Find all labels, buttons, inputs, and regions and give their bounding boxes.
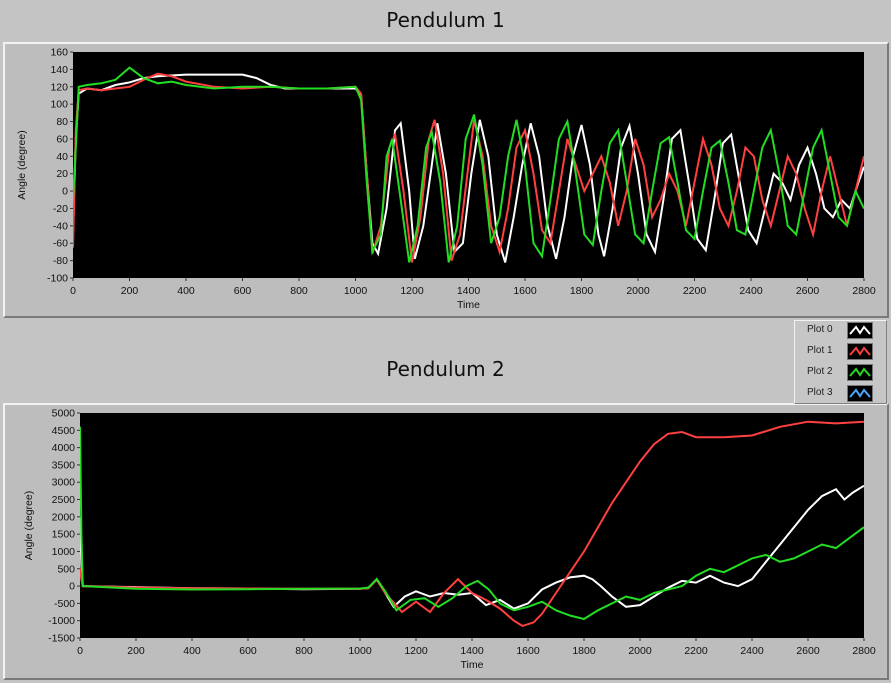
x-tick-label: 2600 bbox=[796, 285, 820, 297]
x-tick-label: 800 bbox=[290, 285, 308, 297]
chart-2-plot: -1500-1000-50005001000150020002500300035… bbox=[23, 408, 876, 672]
series-line-plot-2 bbox=[80, 426, 864, 621]
x-tick-label: 2400 bbox=[740, 645, 764, 657]
y-tick-label: 0 bbox=[69, 581, 75, 593]
y-tick-label: -500 bbox=[54, 598, 75, 610]
chart-1-panel: -100 -80 -60 -40 -20 0 20 40 60 80 100 120 140 160 0 20… bbox=[3, 42, 889, 318]
x-tick-label: 2800 bbox=[852, 645, 876, 657]
x-tick-label: 600 bbox=[239, 645, 257, 657]
x-tick-label: 1400 bbox=[460, 645, 484, 657]
y-tick-label: 3500 bbox=[52, 459, 76, 471]
x-tick-label: 1800 bbox=[570, 285, 594, 297]
x-tick-label: 1200 bbox=[404, 645, 428, 657]
y-tick-label: 2500 bbox=[52, 494, 76, 506]
x-tick-label: 1000 bbox=[344, 285, 368, 297]
x-axis-label: Time bbox=[461, 659, 484, 671]
y-tick-label: 2000 bbox=[52, 511, 76, 523]
legend-swatch-icon bbox=[847, 343, 873, 360]
legend-swatch-icon bbox=[847, 322, 873, 339]
y-tick-label: 5000 bbox=[52, 408, 76, 420]
y-tick-label: 1500 bbox=[52, 529, 76, 541]
y-tick-label: -1000 bbox=[48, 615, 75, 627]
legend-item-plot-1[interactable]: Plot 1 bbox=[795, 342, 888, 362]
x-tick-label: 400 bbox=[177, 285, 195, 297]
y-axis-label: Angle (degree) bbox=[16, 130, 28, 199]
y-tick-label: 3000 bbox=[52, 477, 76, 489]
x-tick-label: 200 bbox=[121, 285, 139, 297]
y-axis-label: Angle (degree) bbox=[23, 491, 35, 560]
legend-swatch-icon bbox=[847, 364, 873, 381]
x-tick-label: 0 bbox=[70, 285, 76, 297]
y-tick-label: 60 bbox=[56, 133, 68, 145]
y-tick-label: 20 bbox=[56, 168, 68, 180]
x-tick-label: 2000 bbox=[628, 645, 652, 657]
y-tick-label: -100 bbox=[47, 273, 68, 285]
legend-label: Plot 3 bbox=[807, 387, 833, 398]
y-tick-label: 0 bbox=[62, 186, 68, 198]
y-tick-label: 120 bbox=[50, 81, 68, 93]
y-tick-label: 40 bbox=[56, 151, 68, 163]
y-tick-label: 80 bbox=[56, 116, 68, 128]
y-tick-label: 160 bbox=[50, 47, 68, 59]
x-tick-label: 200 bbox=[127, 645, 145, 657]
chart-1-title: Pendulum 1 bbox=[386, 8, 505, 32]
y-tick-label: 500 bbox=[57, 563, 75, 575]
legend-label: Plot 0 bbox=[807, 324, 833, 335]
y-tick-label: 100 bbox=[50, 99, 68, 111]
x-tick-label: 800 bbox=[295, 645, 313, 657]
legend-item-plot-2[interactable]: Plot 2 bbox=[795, 363, 888, 383]
x-tick-label: 2200 bbox=[683, 285, 707, 297]
legend-label: Plot 1 bbox=[807, 345, 833, 356]
x-tick-label: 0 bbox=[77, 645, 83, 657]
y-tick-label: -40 bbox=[53, 220, 68, 232]
y-tick-label: -60 bbox=[53, 238, 68, 250]
x-tick-label: 1200 bbox=[400, 285, 424, 297]
x-axis-label: Time bbox=[457, 299, 480, 311]
x-tick-label: 400 bbox=[183, 645, 201, 657]
series-line-plot-2 bbox=[73, 66, 864, 263]
legend-item-plot-3[interactable]: Plot 3 bbox=[795, 384, 888, 404]
legend-label: Plot 2 bbox=[807, 366, 833, 377]
x-tick-label: 2800 bbox=[852, 285, 876, 297]
x-tick-label: 600 bbox=[234, 285, 252, 297]
x-tick-label: 2600 bbox=[796, 645, 820, 657]
x-tick-label: 1400 bbox=[457, 285, 481, 297]
y-tick-label: -80 bbox=[53, 255, 68, 267]
x-tick-label: 1800 bbox=[572, 645, 596, 657]
x-tick-label: 1600 bbox=[516, 645, 540, 657]
plot-legend: Plot 0 Plot 1 Plot 2 Plot 3 bbox=[794, 320, 887, 404]
x-tick-label: 2200 bbox=[684, 645, 708, 657]
y-tick-label: -20 bbox=[53, 203, 68, 215]
y-tick-label: 4000 bbox=[52, 442, 76, 454]
legend-swatch-icon bbox=[847, 385, 873, 402]
x-tick-label: 2000 bbox=[626, 285, 650, 297]
x-tick-label: 2400 bbox=[739, 285, 763, 297]
chart-2-panel: -1500 -1000 -500 0 500 1000 1500 2000 2500 3000 35… bbox=[3, 403, 889, 680]
x-tick-label: 1000 bbox=[348, 645, 372, 657]
y-tick-label: 4500 bbox=[52, 425, 76, 437]
legend-item-plot-0[interactable]: Plot 0 bbox=[795, 321, 888, 341]
y-tick-label: 1000 bbox=[52, 546, 76, 558]
y-tick-label: 140 bbox=[50, 64, 68, 76]
y-tick-label: -1500 bbox=[48, 633, 75, 645]
x-tick-label: 1600 bbox=[513, 285, 537, 297]
plot-area bbox=[80, 413, 864, 638]
chart-2-title: Pendulum 2 bbox=[386, 357, 505, 381]
